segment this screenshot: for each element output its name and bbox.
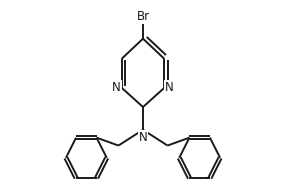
Text: N: N [112, 81, 121, 94]
Text: N: N [139, 131, 147, 144]
Text: Br: Br [136, 10, 150, 23]
Text: N: N [165, 81, 174, 94]
